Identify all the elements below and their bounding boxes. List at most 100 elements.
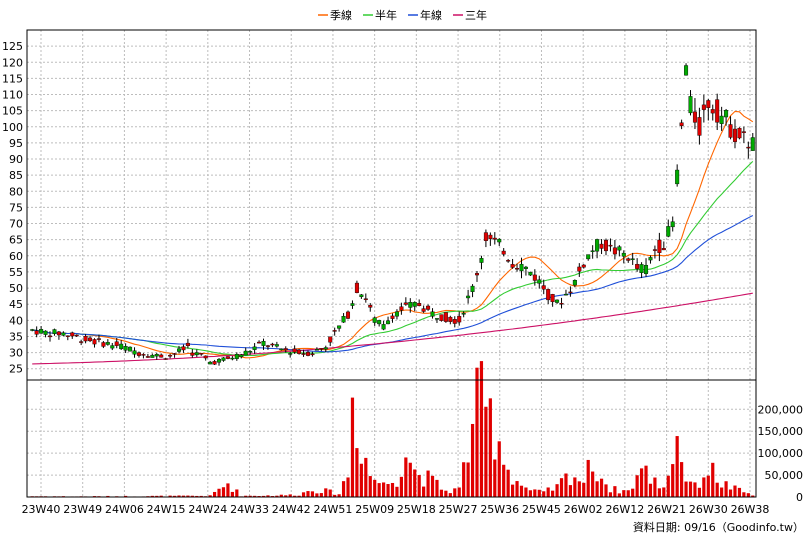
price-tick-label: 50 xyxy=(9,282,23,295)
candle-body xyxy=(412,302,417,307)
candle-body xyxy=(439,314,444,321)
volume-bar xyxy=(248,495,252,497)
volume-bar xyxy=(230,491,234,497)
candle-body xyxy=(479,258,484,263)
candle-body xyxy=(261,341,266,346)
volume-bar xyxy=(408,462,412,497)
candle-body xyxy=(168,354,173,357)
candle-body xyxy=(288,353,293,355)
candle-body xyxy=(559,302,564,305)
candle-body xyxy=(314,349,319,351)
volume-bar xyxy=(595,481,599,497)
price-tick-label: 45 xyxy=(9,298,23,311)
volume-bar xyxy=(528,490,532,497)
volume-tick-label: 150,000 xyxy=(758,425,804,438)
candle-body xyxy=(88,337,93,342)
candle-body xyxy=(377,320,382,325)
candle-body xyxy=(305,352,310,356)
price-tick-label: 55 xyxy=(9,266,23,279)
x-tick-label: 25W27 xyxy=(439,503,478,516)
candle-body xyxy=(234,354,239,359)
volume-bar xyxy=(493,459,497,497)
volume-bar xyxy=(671,464,675,497)
x-tick-label: 26W21 xyxy=(647,503,686,516)
candle-body xyxy=(475,273,480,276)
price-tick-label: 75 xyxy=(9,201,23,214)
candle-body xyxy=(70,332,75,337)
candle-body xyxy=(39,329,44,334)
x-tick-label: 23W40 xyxy=(22,503,61,516)
price-tick-label: 125 xyxy=(2,40,23,53)
legend: 季線 半年 年線 三年 xyxy=(318,8,487,22)
volume-bar xyxy=(177,495,181,497)
candle-body xyxy=(466,295,471,299)
volume-bar xyxy=(484,406,488,497)
candle-body xyxy=(172,353,177,355)
volume-tick-label: 200,000 xyxy=(758,403,804,416)
candle-body xyxy=(208,361,213,365)
volume-bar xyxy=(617,493,621,497)
candle-body xyxy=(492,237,497,240)
volume-bar xyxy=(462,462,466,497)
candle-body xyxy=(630,258,635,260)
x-tick-label: 26W12 xyxy=(605,503,644,516)
candle-body xyxy=(452,319,457,324)
volume-bar xyxy=(155,495,159,497)
volume-bar xyxy=(510,484,515,497)
x-axis: 23W40 23W49 24W06 24W15 24W24 24W33 24W42 24W51… xyxy=(22,503,770,516)
grid-lines xyxy=(27,30,756,498)
volume-bar xyxy=(377,483,381,497)
candle-body xyxy=(114,341,119,346)
price-tick-label: 65 xyxy=(9,234,23,247)
volume-bar xyxy=(466,462,470,497)
price-tick-label: 95 xyxy=(9,137,23,150)
volume-bar xyxy=(172,495,177,497)
volume-bar xyxy=(626,490,630,497)
volume-bar xyxy=(591,471,595,497)
candle-body xyxy=(675,169,680,185)
candle-body xyxy=(212,361,217,365)
volume-bar xyxy=(293,495,297,497)
volume-bar xyxy=(693,482,697,497)
candle-body xyxy=(101,342,106,347)
candle-body xyxy=(110,345,115,349)
candle-body xyxy=(577,266,582,272)
volume-bar xyxy=(288,494,292,497)
candle-body xyxy=(199,353,204,355)
candle-body xyxy=(430,311,435,317)
candle-body xyxy=(394,311,399,317)
candle-body xyxy=(488,234,493,239)
candle-body xyxy=(399,306,404,311)
legend-label: 三年 xyxy=(465,8,487,22)
volume-bar xyxy=(711,462,715,497)
candle-body xyxy=(279,348,284,351)
price-tick-label: 110 xyxy=(2,89,23,102)
candle-body xyxy=(515,268,520,270)
candle-body xyxy=(715,99,720,123)
candle-body xyxy=(523,266,528,269)
candlesticks xyxy=(30,63,755,366)
volume-bar xyxy=(604,484,608,497)
candle-body xyxy=(297,349,302,354)
candle-body xyxy=(581,264,586,268)
candle-body xyxy=(368,304,373,308)
volume-bar xyxy=(688,481,693,497)
candle-body xyxy=(403,302,408,305)
volume-bar xyxy=(422,486,426,497)
volume-bar xyxy=(715,482,719,497)
volume-bar xyxy=(266,495,270,497)
volume-bar xyxy=(310,491,315,497)
volume-bar xyxy=(479,361,484,497)
volume-bar xyxy=(284,495,288,497)
candle-body xyxy=(292,348,297,353)
volume-bar xyxy=(653,477,657,497)
volume-bar xyxy=(582,482,586,497)
candle-body xyxy=(448,316,453,322)
candle-body xyxy=(728,124,733,138)
candle-body xyxy=(354,282,359,293)
candle-body xyxy=(443,312,448,322)
candle-body xyxy=(586,254,591,260)
candle-body xyxy=(657,239,662,253)
candle-body xyxy=(710,109,715,114)
